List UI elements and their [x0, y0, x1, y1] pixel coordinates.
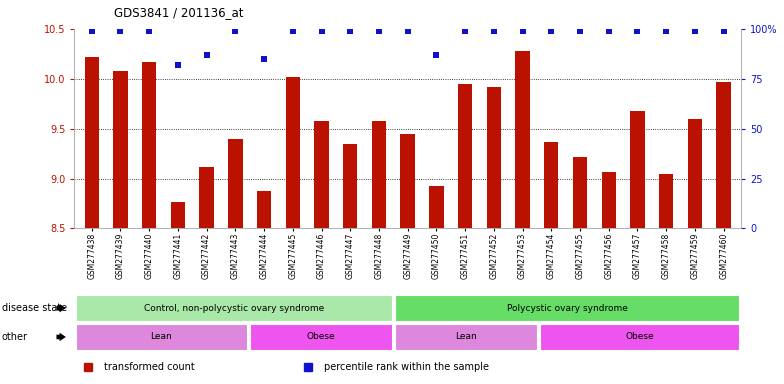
Bar — [257, 190, 271, 228]
Bar — [601, 172, 616, 228]
Bar — [314, 121, 328, 228]
Point — [631, 28, 644, 34]
Bar — [171, 202, 185, 228]
Bar — [573, 157, 587, 228]
Text: Control, non-polycystic ovary syndrome: Control, non-polycystic ovary syndrome — [143, 304, 324, 313]
Bar — [76, 324, 247, 350]
Bar — [285, 77, 300, 228]
Bar — [250, 324, 392, 350]
Bar — [199, 167, 214, 228]
Point — [344, 28, 357, 34]
Point — [258, 56, 270, 62]
Point — [315, 28, 328, 34]
Point — [717, 28, 730, 34]
Bar — [688, 119, 702, 228]
Bar — [544, 142, 558, 228]
Bar — [372, 121, 387, 228]
Bar — [113, 71, 128, 228]
Point — [602, 28, 615, 34]
Text: Lean: Lean — [151, 333, 172, 341]
Point — [517, 28, 529, 34]
Text: Lean: Lean — [455, 333, 477, 341]
Bar — [85, 57, 99, 228]
Point — [201, 52, 213, 58]
Bar — [487, 87, 501, 228]
Point — [459, 28, 471, 34]
Text: percentile rank within the sample: percentile rank within the sample — [325, 362, 489, 372]
Bar — [458, 84, 472, 228]
Text: Obese: Obese — [307, 333, 335, 341]
Point — [114, 28, 127, 34]
Bar — [76, 295, 392, 321]
Point — [401, 28, 414, 34]
Point — [574, 28, 586, 34]
Bar — [142, 62, 156, 228]
Text: GDS3841 / 201136_at: GDS3841 / 201136_at — [114, 6, 243, 19]
Bar — [429, 185, 444, 228]
Bar — [515, 51, 530, 228]
Text: Obese: Obese — [625, 333, 654, 341]
Bar — [539, 324, 739, 350]
Bar — [228, 139, 242, 228]
Point — [660, 28, 673, 34]
Bar — [401, 134, 415, 228]
Point — [430, 52, 443, 58]
Bar — [394, 295, 739, 321]
Point — [172, 62, 184, 68]
Point — [286, 28, 299, 34]
Point — [229, 28, 241, 34]
Bar — [659, 174, 673, 228]
Text: disease state: disease state — [2, 303, 67, 313]
Point — [372, 28, 385, 34]
Text: other: other — [2, 332, 27, 342]
Point — [143, 28, 155, 34]
Bar — [394, 324, 536, 350]
Text: Polycystic ovary syndrome: Polycystic ovary syndrome — [506, 304, 627, 313]
Bar — [343, 144, 358, 228]
Point — [85, 28, 98, 34]
Point — [688, 28, 701, 34]
Text: transformed count: transformed count — [104, 362, 195, 372]
Bar — [717, 82, 731, 228]
Bar — [630, 111, 644, 228]
Point — [545, 28, 557, 34]
Point — [488, 28, 500, 34]
